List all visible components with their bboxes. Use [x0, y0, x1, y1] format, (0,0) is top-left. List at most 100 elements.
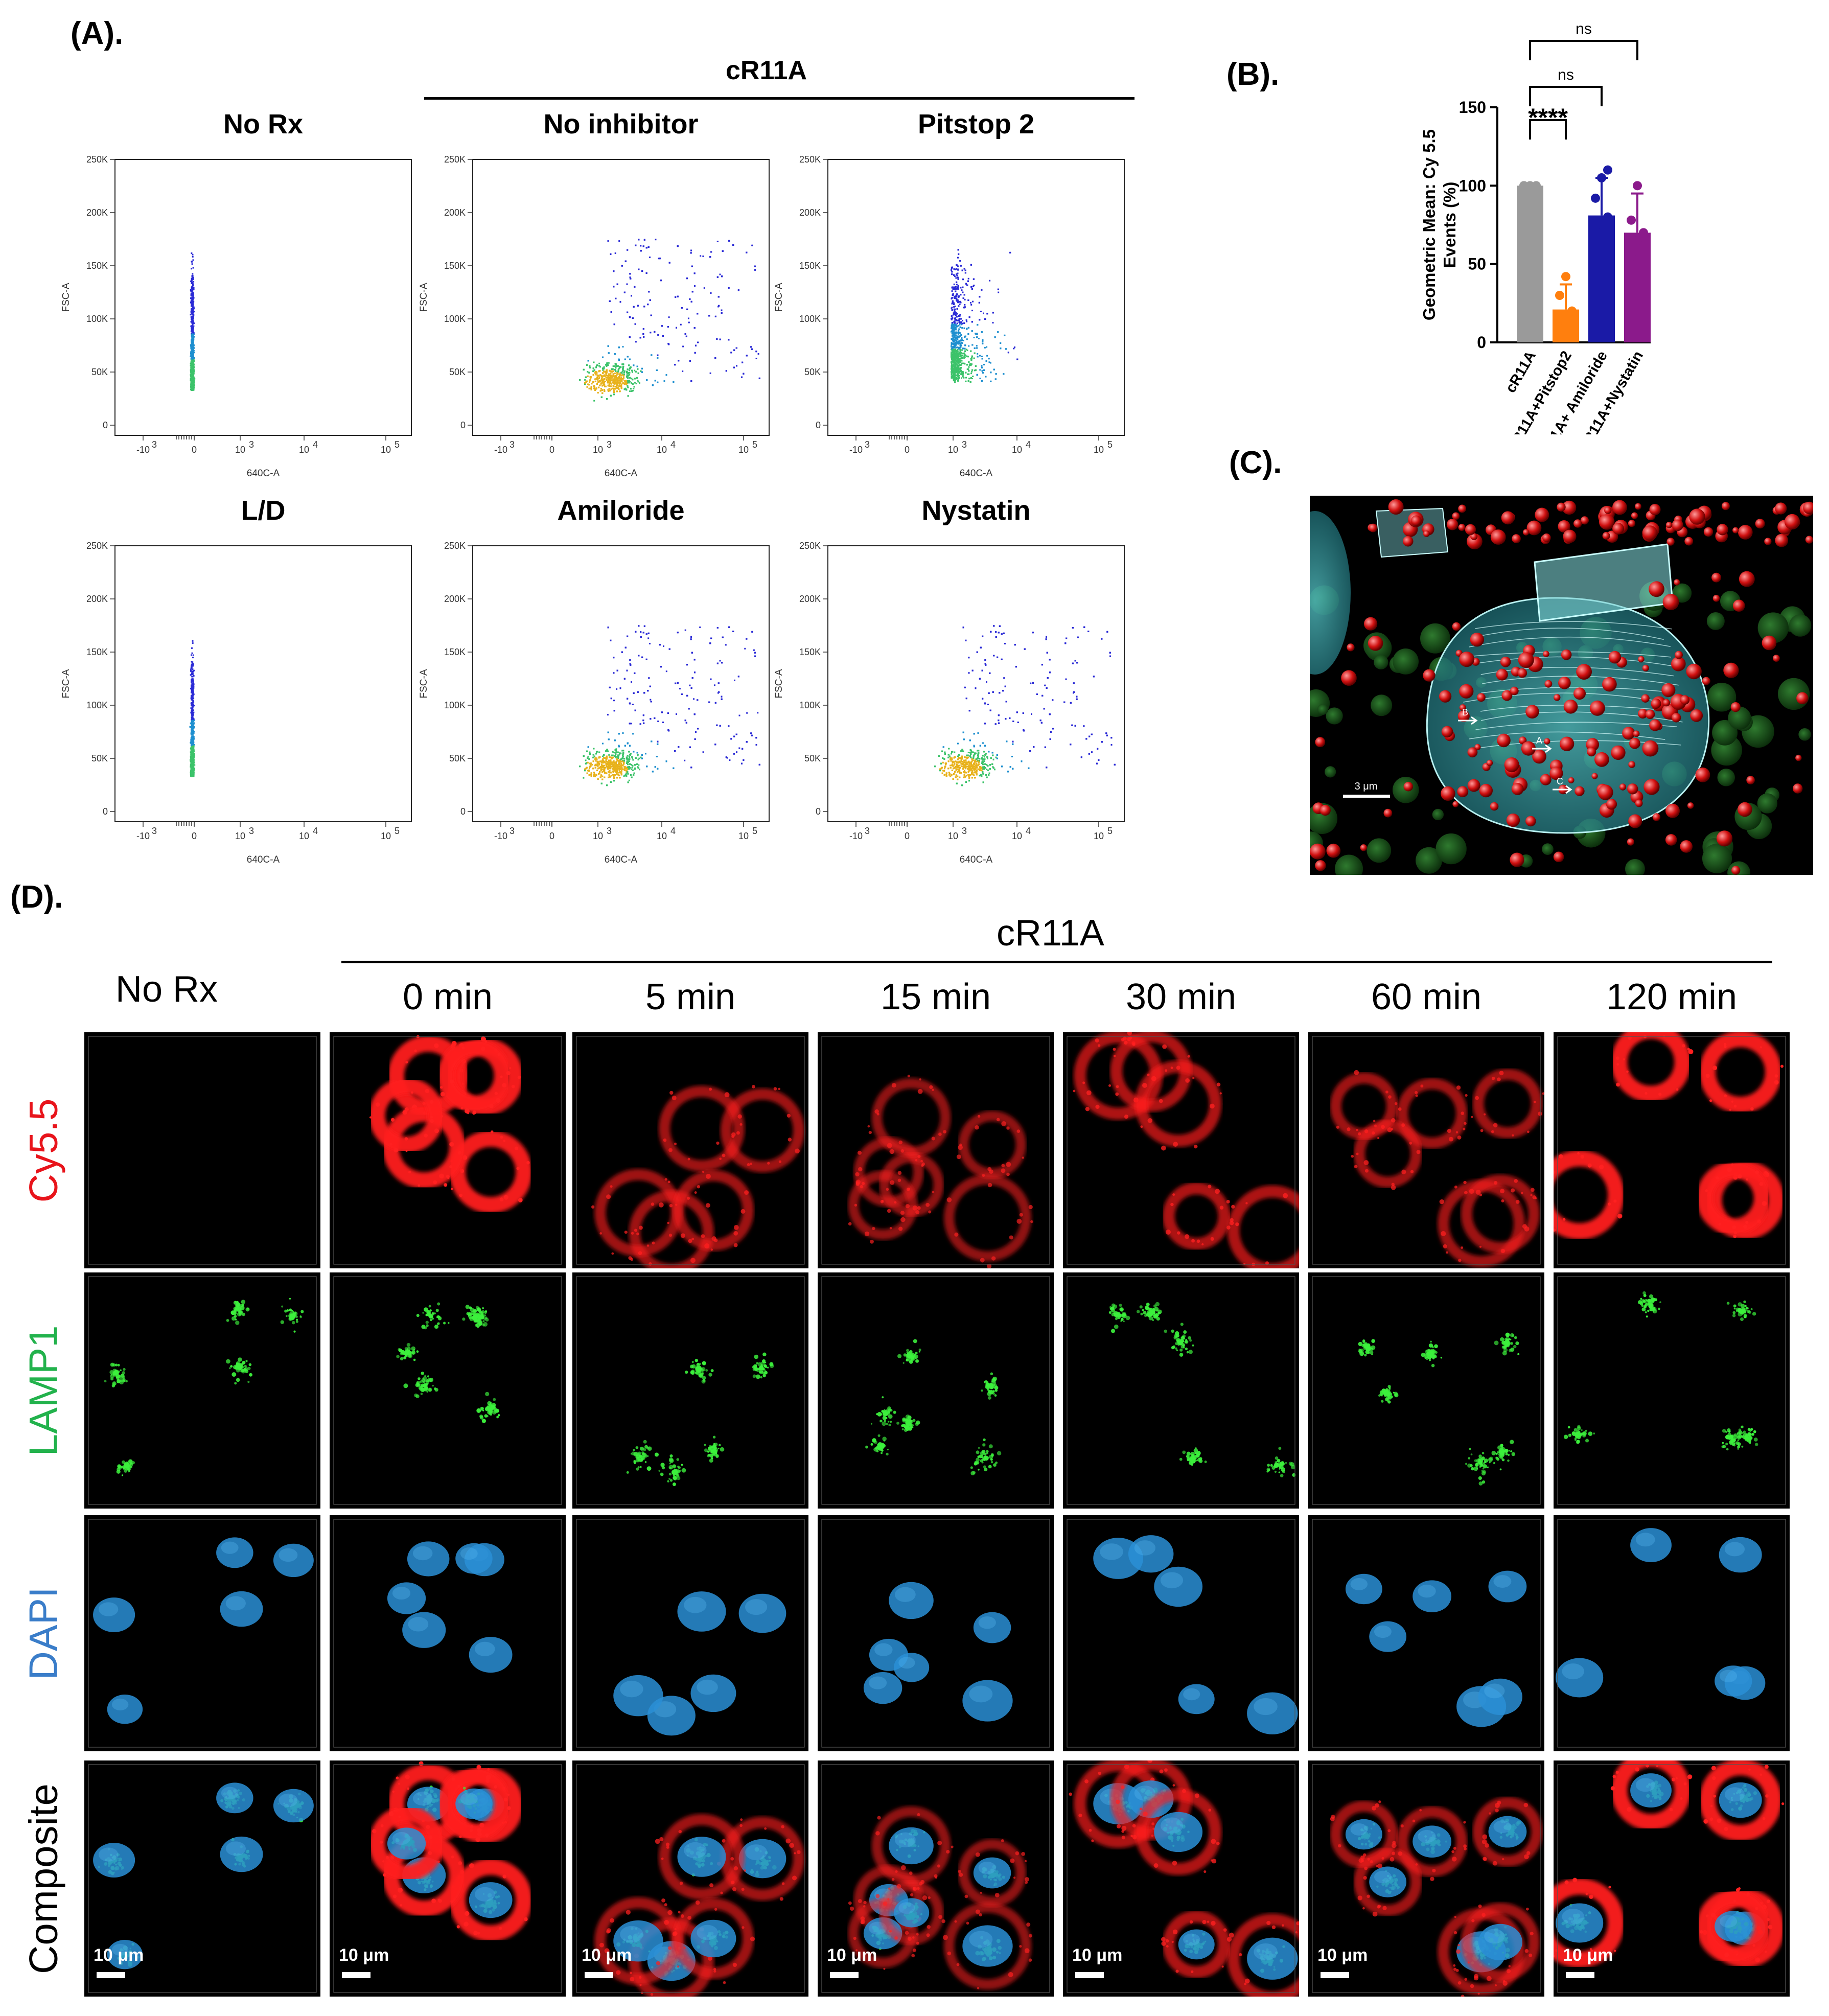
red-nanoparticle [1573, 687, 1586, 700]
panel-a-group-line [424, 97, 1135, 100]
lamp1-signal [678, 1466, 681, 1469]
lamp1-signal [127, 1465, 130, 1467]
lamp1-signal [117, 1464, 122, 1469]
lamp1-signal [1430, 1340, 1432, 1343]
lamp1-signal [1478, 1454, 1482, 1458]
lamp1-signal [480, 1407, 484, 1410]
x-tick-label: 10 [1012, 445, 1022, 455]
micrograph-tile [572, 1032, 808, 1268]
lamp1-signal [1494, 1340, 1499, 1346]
column-header: 30 min [1125, 977, 1237, 1017]
data-point [1567, 306, 1577, 316]
lamp1-signal [1425, 1349, 1430, 1354]
red-nanoparticle [1612, 500, 1627, 515]
red-nanoparticle [1383, 808, 1393, 818]
red-nanoparticle [1651, 698, 1661, 709]
lamp1-signal [1117, 1312, 1119, 1314]
lamp1-signal [699, 1363, 702, 1365]
lamp1-signal [113, 1372, 115, 1374]
lamp1-signal [116, 1376, 120, 1380]
lamp1-signal [915, 1422, 919, 1426]
lamp1-signal [897, 1354, 902, 1358]
micrograph-tile [1063, 1272, 1299, 1509]
lamp1-signal [1185, 1347, 1188, 1351]
lamp1-signal [755, 1374, 760, 1379]
red-nanoparticle [1687, 802, 1694, 809]
red-nanoparticle [1562, 500, 1577, 515]
lamp1-signal [429, 1318, 432, 1322]
lamp1-signal [1640, 1297, 1642, 1300]
lamp1-signal [1358, 1341, 1363, 1347]
lamp1-signal [425, 1320, 429, 1324]
data-point [1633, 236, 1642, 245]
flow-events [579, 625, 760, 786]
lamp1-signal [908, 1419, 912, 1423]
y-tick-label: 50K [91, 753, 108, 763]
lamp1-signal [890, 1421, 892, 1423]
lamp1-signal [230, 1365, 233, 1368]
lamp1-signal [668, 1477, 671, 1480]
lamp1-signal [1478, 1481, 1483, 1486]
column-header: 5 min [645, 977, 736, 1017]
y-tick-label: 250K [444, 154, 466, 165]
lamp1-signal [1731, 1434, 1735, 1439]
lamp1-signal [992, 1376, 997, 1381]
lamp1-signal [462, 1787, 466, 1790]
flow-plot: 0 50K 100K 150K 200K 250K FSC-A -10 3 0 10 3 10 4 10 5 6… [774, 154, 1125, 494]
lamp1-signal [1275, 1456, 1279, 1460]
red-nanoparticle [1775, 534, 1789, 547]
lamp1-signal [1642, 1291, 1646, 1295]
lamp1-signal [448, 1322, 450, 1324]
lamp1-signal [414, 1393, 418, 1398]
lamp1-signal [1650, 1300, 1654, 1304]
lamp1-signal [1722, 1445, 1726, 1448]
lamp1-signal [882, 1436, 887, 1441]
data-point [1591, 193, 1600, 203]
lamp1-signal [240, 1313, 243, 1316]
red-nanoparticle [1561, 649, 1572, 660]
lamp1-signal [1390, 1395, 1394, 1398]
red-nanoparticle [1360, 844, 1367, 851]
lamp1-signal [690, 1364, 694, 1369]
panel-d-group-label: cR11A [997, 913, 1104, 954]
column-header: 15 min [880, 977, 991, 1017]
lamp1-signal [1188, 1336, 1191, 1340]
micrograph-tile [1063, 1032, 1299, 1268]
lamp1-signal [416, 1350, 419, 1353]
lamp1-signal [1639, 1302, 1643, 1306]
lamp1-signal [988, 1465, 992, 1469]
dapi-nucleus [962, 1925, 1013, 1967]
lamp1-signal [436, 1315, 440, 1318]
red-nanoparticle [1642, 525, 1658, 541]
red-nanoparticle [1721, 502, 1730, 511]
red-nanoparticle [1619, 783, 1627, 791]
lamp1-signal [1431, 1363, 1435, 1368]
red-nanoparticle [1364, 617, 1378, 631]
lamp1-signal [1384, 1392, 1386, 1394]
lamp1-signal [437, 1322, 440, 1325]
x-tick-label: -10 [849, 831, 863, 841]
lamp1-signal [1174, 1334, 1178, 1338]
lamp1-signal [1481, 1469, 1484, 1472]
x-tick-label: 10 [235, 445, 245, 455]
lamp1-signal [1274, 1470, 1277, 1473]
red-nanoparticle [1731, 866, 1741, 875]
lamp1-signal [236, 1378, 240, 1382]
lamp1-signal [1185, 1338, 1188, 1341]
lamp1-signal [423, 1307, 428, 1312]
y-tick-label: 50K [804, 753, 821, 763]
lamp1-signal [396, 1355, 400, 1358]
lamp1-signal [1741, 1445, 1744, 1448]
lamp1-signal [430, 1315, 433, 1318]
y-tick-label: 150K [799, 261, 821, 271]
red-nanoparticle [1540, 774, 1552, 785]
lamp1-signal [647, 1446, 652, 1451]
lamp1-signal [639, 1455, 642, 1458]
lamp1-signal [229, 1367, 231, 1370]
panel-d-label: (D). [10, 879, 63, 915]
lamp1-signal [1142, 1309, 1144, 1312]
lamp1-signal [978, 1447, 980, 1449]
lamp1-signal [485, 1392, 490, 1396]
y-tick-label: 200K [86, 594, 108, 604]
